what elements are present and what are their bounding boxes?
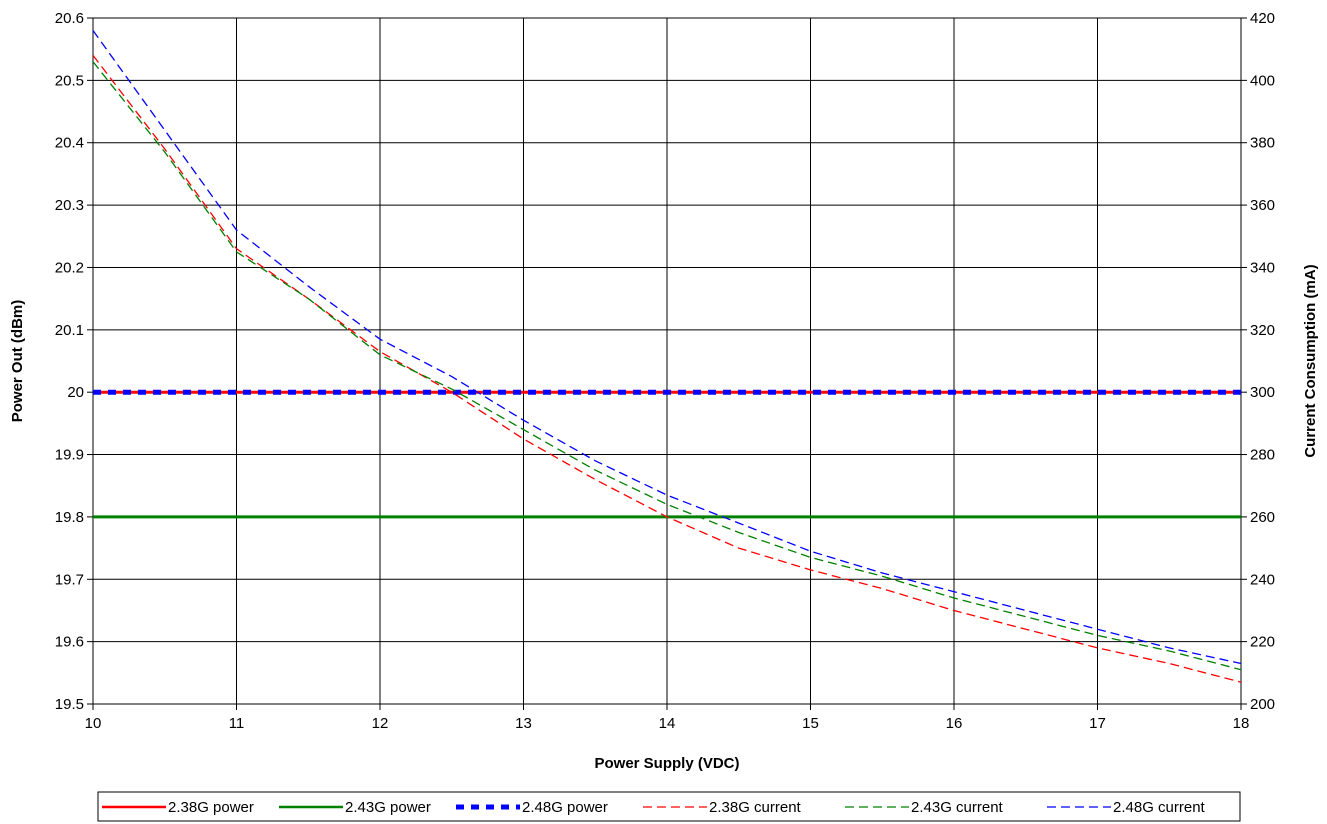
legend-label: 2.43G current <box>911 799 1004 816</box>
y-tick-label: 20.2 <box>55 259 84 276</box>
series-layer <box>92 30 1242 683</box>
y-tick-label: 20.3 <box>55 197 84 214</box>
legend-label: 2.38G power <box>168 799 254 816</box>
legend-label: 2.48G current <box>1113 799 1206 816</box>
x-tick-label: 13 <box>515 715 532 732</box>
y2-tick-label: 280 <box>1250 447 1275 464</box>
y-tick-label: 20.4 <box>55 135 84 152</box>
y2-tick-label: 300 <box>1250 384 1275 401</box>
series-line-2-38g-current <box>92 55 1242 683</box>
y2-axis-ticks: 200 220 240 260 280 300 320 340 360 380 400 420 <box>1241 10 1275 713</box>
y-tick-label: 20.1 <box>55 322 84 339</box>
x-axis-ticks: 10 11 12 13 14 15 16 17 18 <box>85 704 1250 732</box>
y-tick-label: 19.5 <box>55 696 84 713</box>
series-line-2-43g-current <box>92 61 1242 671</box>
legend-label: 2.38G current <box>709 799 802 816</box>
x-tick-label: 15 <box>802 715 819 732</box>
y-tick-label: 19.8 <box>55 509 84 526</box>
y2-tick-label: 260 <box>1250 509 1275 526</box>
y-axis-title: Power Out (dBm) <box>9 300 26 423</box>
y2-tick-label: 320 <box>1250 322 1275 339</box>
series-line-2-48g-current <box>92 30 1242 665</box>
y2-tick-label: 340 <box>1250 259 1275 276</box>
x-axis-title: Power Supply (VDC) <box>594 755 739 772</box>
y2-tick-label: 360 <box>1250 197 1275 214</box>
x-tick-label: 10 <box>85 715 102 732</box>
y-tick-label: 19.6 <box>55 634 84 651</box>
legend: 2.38G power 2.43G power 2.48G power 2.38G c… <box>97 791 1241 822</box>
y-tick-label: 19.9 <box>55 447 84 464</box>
y-tick-label: 20 <box>67 384 84 401</box>
x-tick-label: 17 <box>1089 715 1106 732</box>
y2-tick-label: 220 <box>1250 634 1275 651</box>
y-axis-ticks: 19.5 19.6 19.7 19.8 19.9 20 20.1 20.2 20.3 20.4 20… <box>55 10 93 713</box>
y-tick-label: 19.7 <box>55 571 84 588</box>
x-tick-label: 11 <box>229 715 245 732</box>
legend-label: 2.43G power <box>345 799 431 816</box>
x-tick-label: 18 <box>1233 715 1250 732</box>
x-tick-label: 12 <box>372 715 389 732</box>
y2-tick-label: 240 <box>1250 571 1275 588</box>
x-tick-label: 14 <box>659 715 676 732</box>
y2-tick-label: 200 <box>1250 696 1275 713</box>
y2-tick-label: 380 <box>1250 135 1275 152</box>
y2-tick-label: 420 <box>1250 10 1275 27</box>
legend-label: 2.48G power <box>522 799 608 816</box>
x-tick-label: 16 <box>946 715 963 732</box>
y-tick-label: 20.5 <box>55 72 84 89</box>
y2-tick-label: 400 <box>1250 72 1275 89</box>
y2-axis-title: Current Consumption (mA) <box>1302 264 1319 457</box>
y-tick-label: 20.6 <box>55 10 84 27</box>
